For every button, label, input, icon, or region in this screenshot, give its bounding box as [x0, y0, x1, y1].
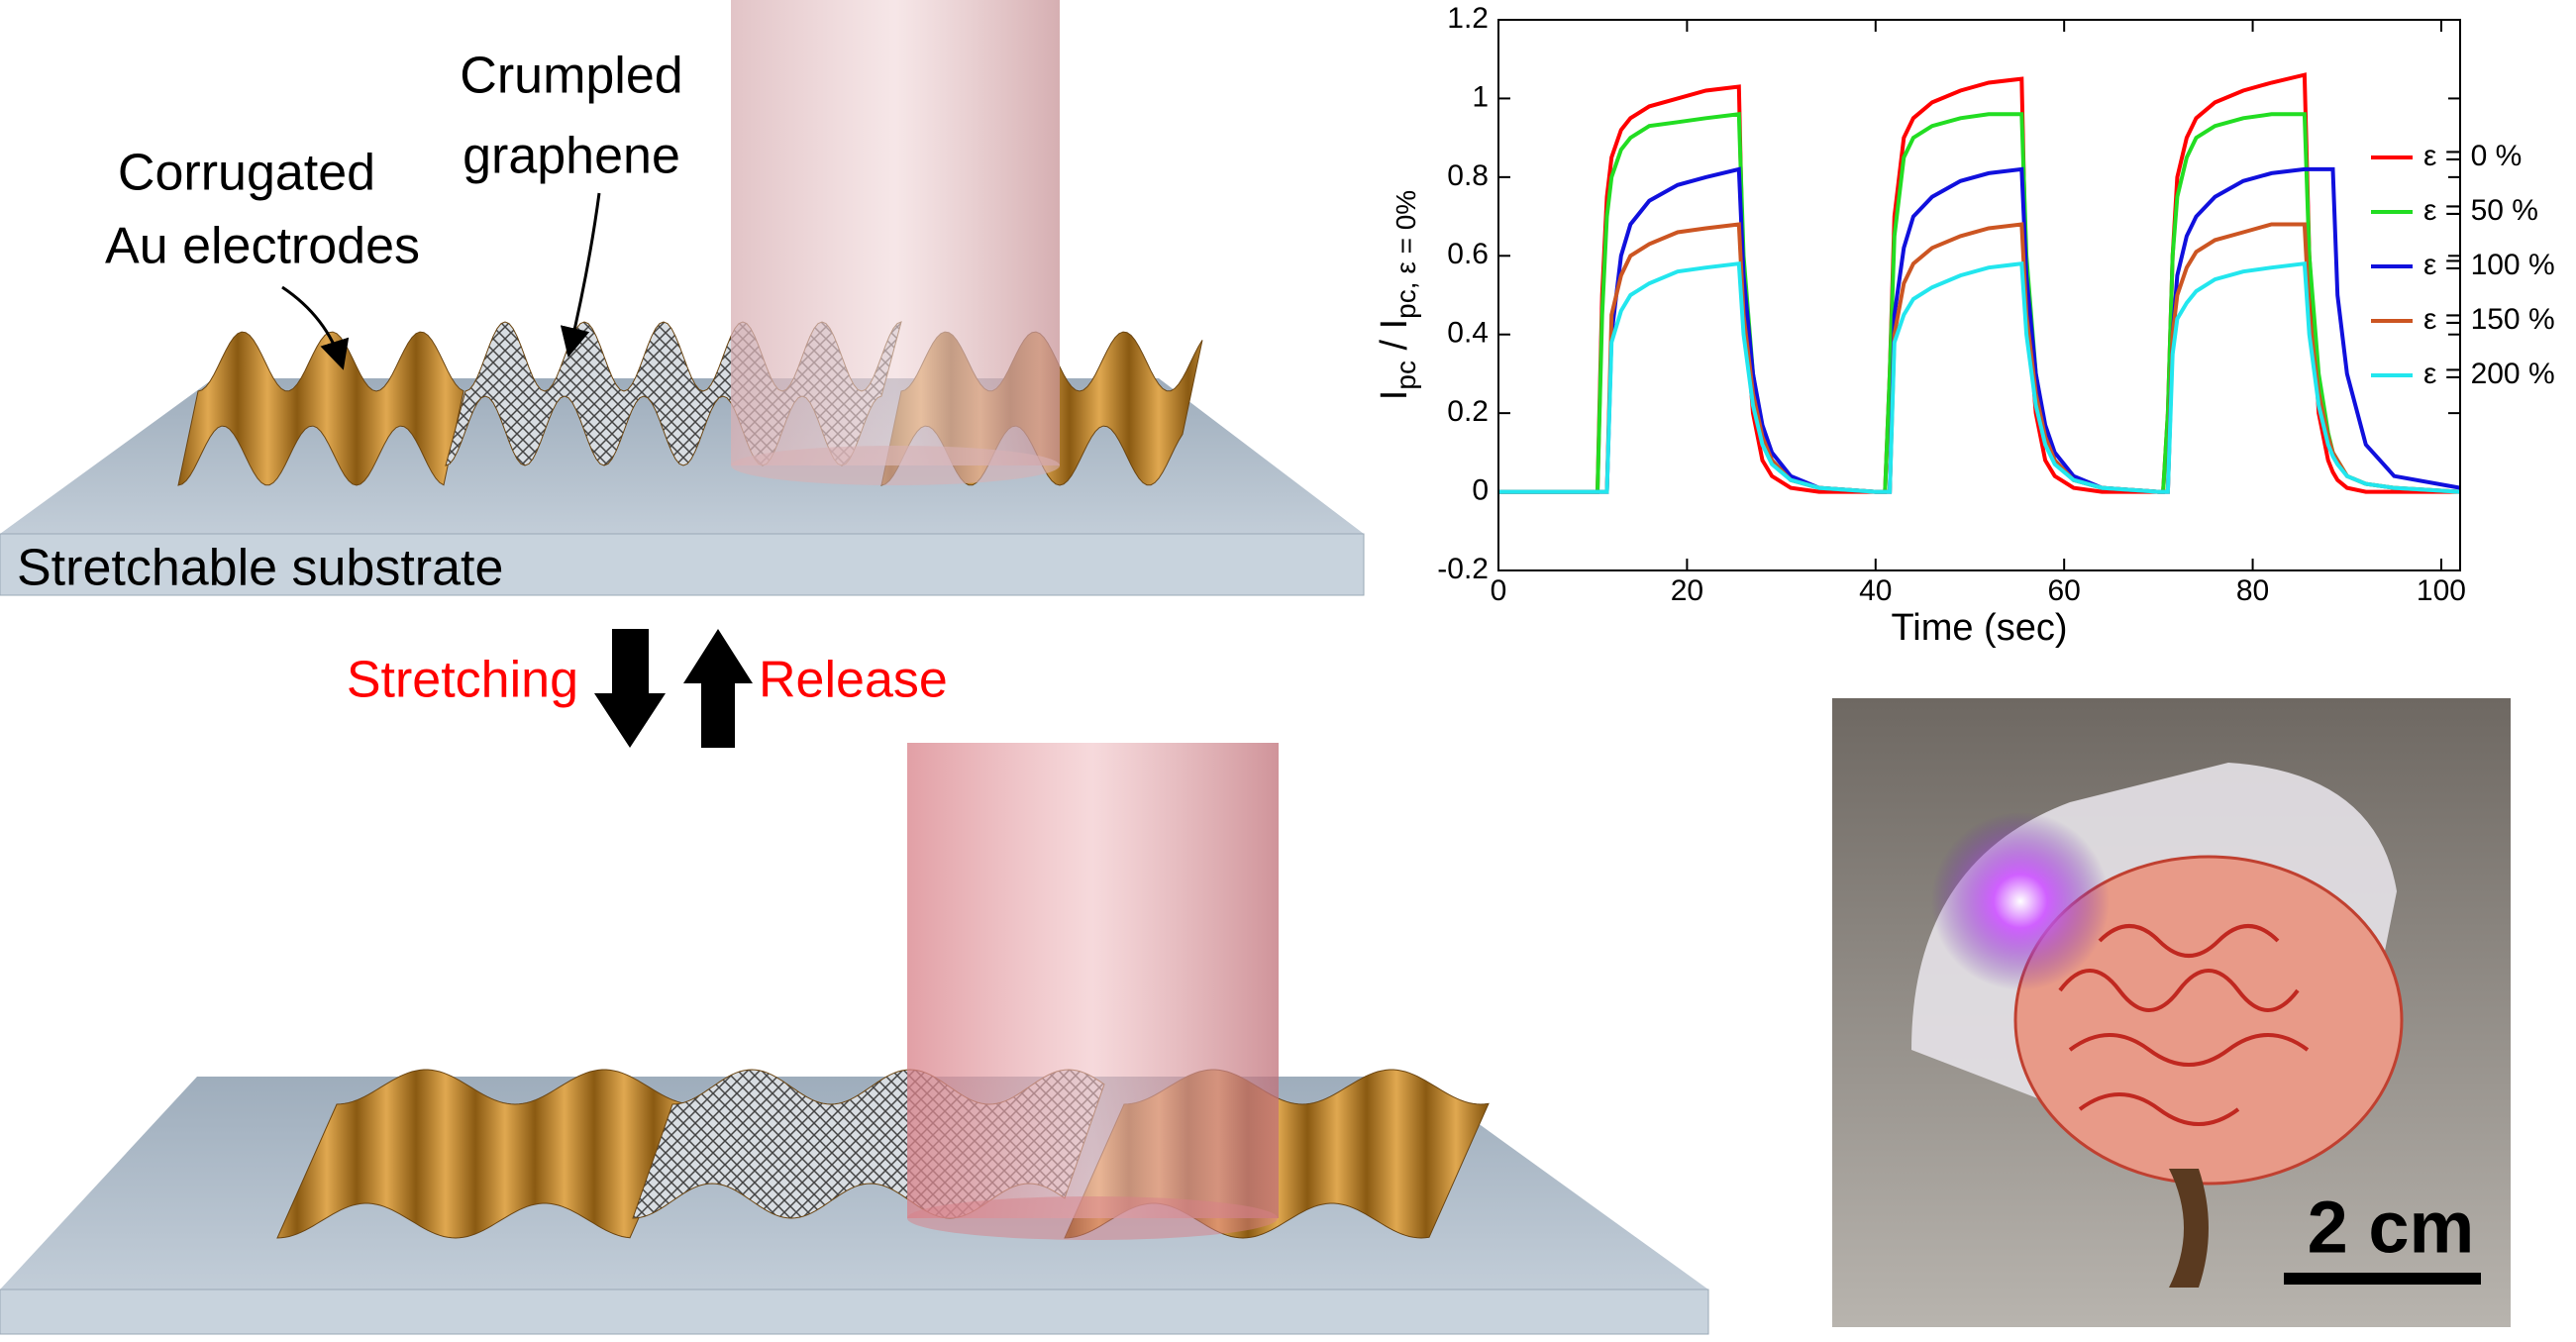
- graphene-label: Crumpled: [460, 48, 682, 105]
- series-line: [1498, 260, 2461, 494]
- y-tick-label: 1.2: [1447, 2, 1489, 35]
- y-tick-label: 0: [1472, 473, 1489, 506]
- pointer-arrow: [281, 285, 350, 370]
- uv-glow: [1931, 812, 2110, 990]
- series-line: [1498, 112, 2461, 494]
- substrate-label: Stretchable substrate: [17, 540, 503, 597]
- scale-bar-label: 2 cm: [2308, 1187, 2475, 1269]
- series-line: [1498, 166, 2461, 494]
- up-arrow: [683, 629, 753, 748]
- y-axis-label-part: / I: [1374, 319, 1415, 361]
- electrode-label: Au electrodes: [105, 218, 420, 275]
- light-beam-end: [731, 446, 1060, 485]
- x-axis-label: Time (sec): [1891, 607, 2067, 649]
- series-line: [1498, 72, 2460, 494]
- photo: 2 cm: [1832, 698, 2511, 1327]
- legend-label: ε = 150 %: [2423, 303, 2555, 336]
- y-tick-label: 0.2: [1447, 395, 1489, 428]
- x-tick-label: 80: [2236, 574, 2269, 607]
- light-beam-end: [907, 1196, 1278, 1240]
- y-tick-label: 1: [1472, 80, 1489, 113]
- diagram: Corrugated Au electrodes Crumpled graphe…: [0, 0, 1709, 1335]
- light-beam: [907, 743, 1279, 1218]
- pointer-arrow: [560, 192, 601, 358]
- stretch-label: Stretching: [347, 652, 578, 709]
- x-tick-label: 40: [1859, 574, 1892, 607]
- y-tick-label: 0.8: [1447, 159, 1489, 192]
- brain-stem: [2169, 1169, 2209, 1288]
- substrate-front: [0, 1289, 1709, 1335]
- y-tick-label: -0.2: [1437, 553, 1489, 585]
- substrate-front: [0, 533, 1365, 596]
- scale-bar: [2284, 1273, 2481, 1285]
- legend-label: ε = 200 %: [2423, 358, 2555, 390]
- light-beam: [731, 0, 1060, 465]
- brain-vessels: [2058, 924, 2310, 1126]
- legend-label: ε = 100 %: [2423, 249, 2555, 281]
- y-axis-label: Ipc / Ipc, ε = 0%: [1374, 190, 1421, 400]
- plot-frame: [1497, 19, 2461, 571]
- electrode-label: Corrugated: [118, 145, 375, 202]
- x-tick-label: 100: [2417, 574, 2466, 607]
- y-tick-label: 0.6: [1447, 238, 1489, 270]
- y-axis-label-part: pc: [1391, 361, 1421, 390]
- release-label: Release: [759, 652, 948, 709]
- gold-electrode: [276, 1069, 690, 1239]
- x-tick-label: 20: [1671, 574, 1703, 607]
- down-arrow: [594, 629, 666, 748]
- y-axis-label-part: pc, ε = 0%: [1391, 190, 1421, 319]
- legend-label: ε = 0 %: [2423, 140, 2522, 172]
- series-line: [1498, 222, 2461, 494]
- gold-electrode: [177, 331, 464, 486]
- y-axis-label-part: I: [1374, 390, 1415, 401]
- x-tick-label: 60: [2047, 574, 2080, 607]
- x-tick-label: 0: [1491, 574, 1507, 607]
- brain-model: [2013, 855, 2404, 1186]
- graphene-label: graphene: [463, 128, 680, 185]
- legend-label: ε = 50 %: [2423, 194, 2538, 227]
- y-tick-label: 0.4: [1447, 317, 1489, 350]
